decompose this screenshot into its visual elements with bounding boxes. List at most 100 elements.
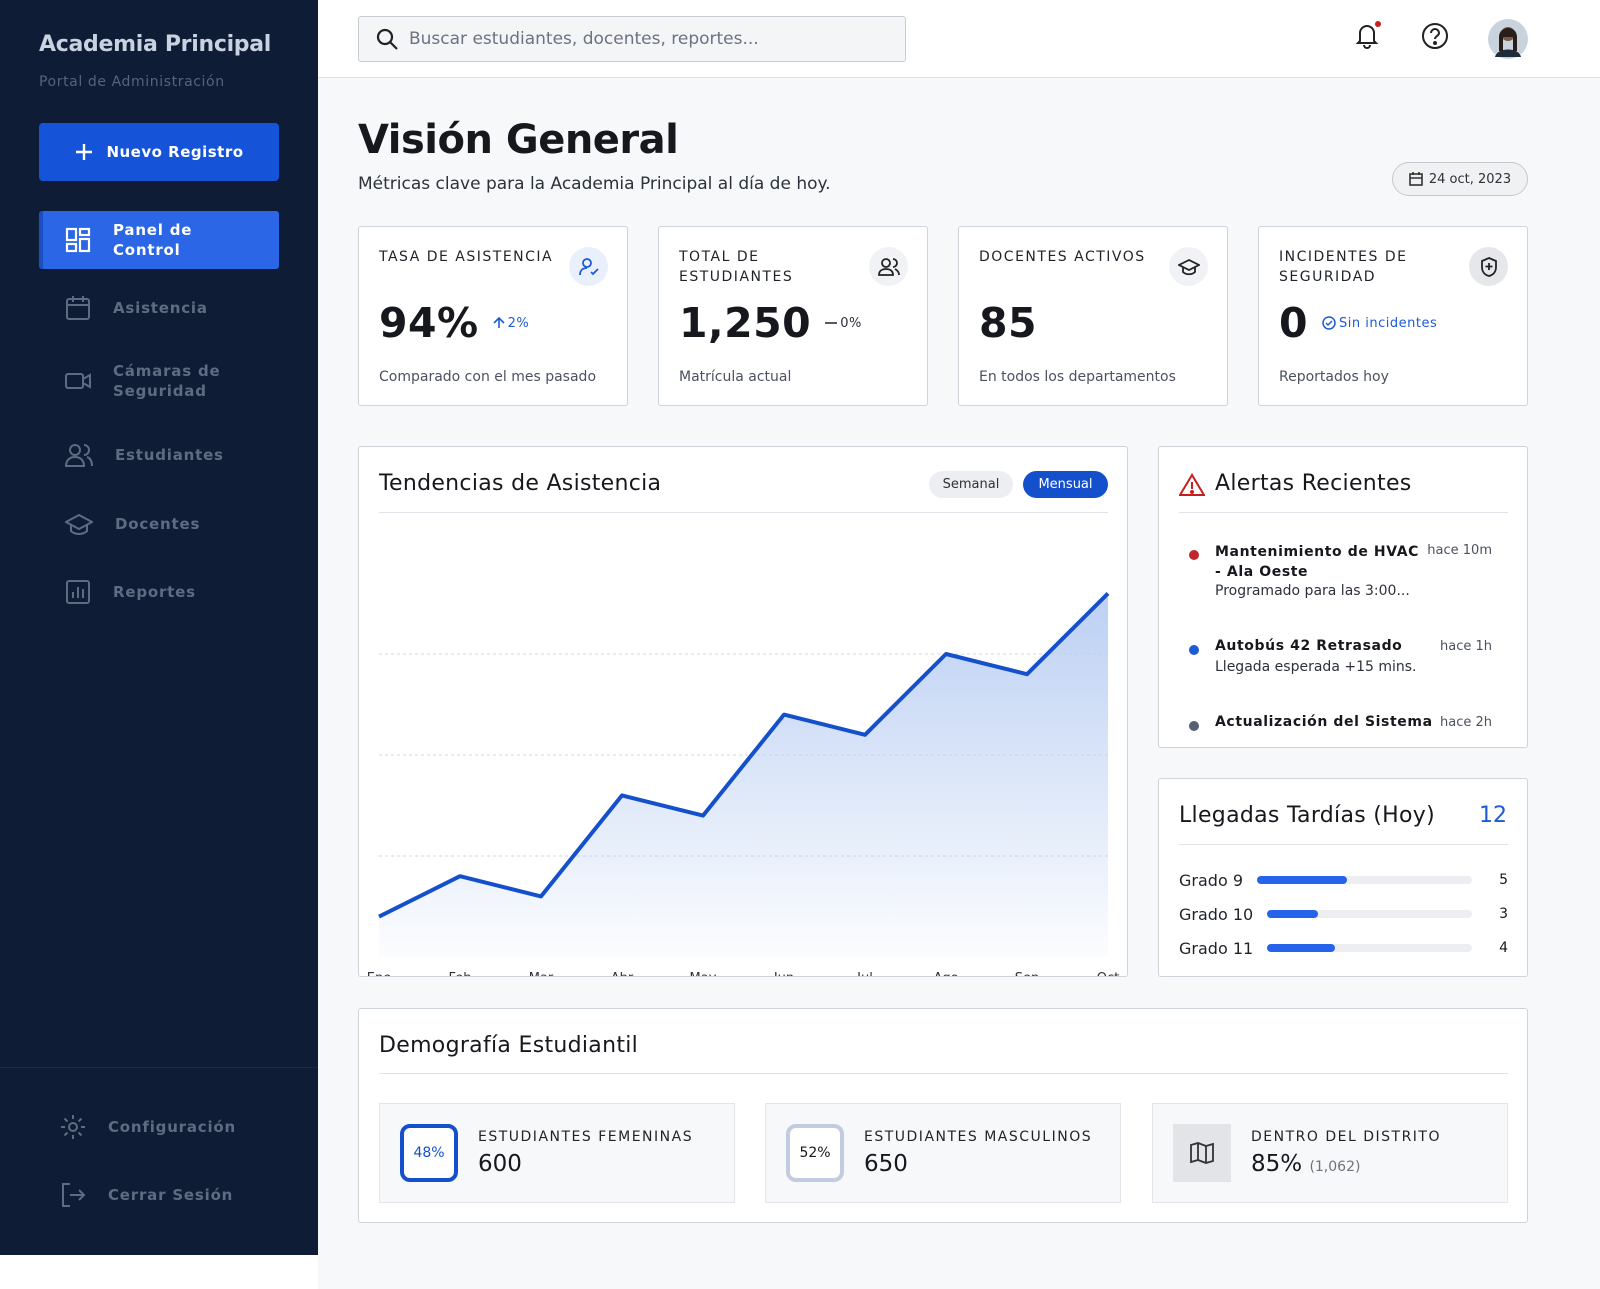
kpi-value-row: 1,250 0% bbox=[679, 299, 862, 347]
divider bbox=[0, 1067, 318, 1068]
search-icon bbox=[376, 28, 398, 50]
chart-title: Llegadas Tardías (Hoy) bbox=[1179, 803, 1435, 828]
x-tick-label: Ago bbox=[933, 971, 958, 976]
demo-text: ESTUDIANTES FEMENINAS 600 bbox=[478, 1129, 693, 1177]
kpi-icon bbox=[869, 247, 908, 286]
alert-title: Autobús 42 Retrasado bbox=[1215, 638, 1403, 654]
demo-label: ESTUDIANTES FEMENINAS bbox=[478, 1129, 694, 1145]
bar-row: Grado 9 5 bbox=[1179, 863, 1508, 897]
kpi-card: DOCENTES ACTIVOS 85 En todos los departa… bbox=[958, 226, 1228, 406]
icon bbox=[1177, 258, 1200, 275]
x-tick-label: Ene bbox=[367, 971, 391, 976]
x-tick-label: Sep bbox=[1015, 971, 1040, 976]
kpi-value-row: 94% 2% bbox=[379, 299, 529, 347]
kpi-card: TASA DE ASISTENCIA 94% 2% Comparado con e… bbox=[358, 226, 628, 406]
kpi-value-row: 0 Sin incidentes bbox=[1279, 299, 1437, 347]
demo-item: 48% ESTUDIANTES FEMENINAS 600 bbox=[379, 1103, 735, 1203]
alert-title: Mantenimiento de HVAC - Ala Oeste bbox=[1215, 544, 1420, 580]
demo-value-row: 85% (1,062) bbox=[1251, 1151, 1441, 1177]
nav-item[interactable]: Cámaras de Seguridad bbox=[39, 352, 279, 410]
value-label: 3 bbox=[1499, 906, 1508, 922]
alert-title: Actualización del Sistema bbox=[1215, 714, 1433, 730]
alert-desc: Llegada esperada +15 mins. bbox=[1215, 659, 1417, 675]
kpi-delta-text: 2% bbox=[507, 315, 530, 331]
x-tick-label: May bbox=[690, 971, 717, 976]
divider bbox=[379, 1073, 1508, 1074]
alerts-card: Alertas Recientes Mantenimiento de HVAC … bbox=[1158, 446, 1528, 748]
nav-item[interactable]: Asistencia bbox=[39, 279, 279, 337]
x-tick-label: Abr bbox=[611, 971, 634, 976]
kpi-note: Reportados hoy bbox=[1279, 369, 1389, 385]
top-bar: Buscar estudiantes, docentes, reportes..… bbox=[318, 0, 1600, 78]
bar-track bbox=[1267, 944, 1472, 952]
x-tick-label: Mar bbox=[529, 971, 554, 976]
line bbox=[378, 591, 1110, 919]
kpi-value: 0 bbox=[1279, 299, 1309, 347]
demo-item: DENTRO DEL DISTRITO 85% (1,062) bbox=[1152, 1103, 1508, 1203]
kpi-value: 94% bbox=[379, 299, 479, 347]
page-subtitle: Métricas clave para la Academia Principa… bbox=[358, 174, 831, 194]
nav-label: Reportes bbox=[113, 583, 196, 601]
date-pill[interactable]: 24 oct, 2023 bbox=[1392, 162, 1528, 196]
nav-label: Asistencia bbox=[113, 299, 208, 317]
nav-icon bbox=[65, 444, 93, 467]
main: Buscar estudiantes, docentes, reportes..… bbox=[318, 0, 1600, 1289]
late-bars: Grado 9 5 Grado 10 3 Grado 11 4 bbox=[1179, 863, 1508, 965]
x-tick-label: Feb bbox=[448, 971, 471, 976]
kpi-icon bbox=[1469, 247, 1508, 286]
divider bbox=[379, 512, 1108, 513]
avatar[interactable] bbox=[1488, 19, 1528, 59]
kpi-label: INCIDENTES DE SEGURIDAD bbox=[1279, 249, 1408, 285]
arrow-up bbox=[493, 317, 505, 328]
demo-item: 52% ESTUDIANTES MASCULINOS 650 bbox=[765, 1103, 1121, 1203]
search-box[interactable]: Buscar estudiantes, docentes, reportes..… bbox=[358, 16, 906, 62]
new-button[interactable]: Nuevo Registro bbox=[39, 123, 279, 181]
kpi-delta: Sin incidentes bbox=[1322, 316, 1437, 331]
nav-item[interactable]: Configuración bbox=[34, 1098, 274, 1156]
bar-track bbox=[1267, 910, 1472, 918]
nav-icon bbox=[66, 580, 90, 604]
check-icon bbox=[1322, 316, 1336, 330]
category-label: Grado 10 bbox=[1179, 904, 1254, 924]
nav-label: Cerrar Sesión bbox=[108, 1186, 234, 1204]
nav-icon bbox=[62, 1183, 86, 1207]
dash bbox=[825, 322, 838, 324]
late-total: 12 bbox=[1479, 803, 1507, 828]
help-icon[interactable] bbox=[1421, 22, 1449, 50]
kpi-note: En todos los departamentos bbox=[979, 369, 1176, 385]
nav-item[interactable]: Cerrar Sesión bbox=[34, 1166, 274, 1224]
kpi-icon bbox=[1169, 247, 1208, 286]
toggle-button[interactable]: Semanal bbox=[929, 471, 1013, 498]
demographics-card: Demografía Estudiantil 48% ESTUDIANTES F… bbox=[358, 1008, 1528, 1223]
icon bbox=[877, 257, 900, 276]
chart-title: Tendencias de Asistencia bbox=[379, 471, 662, 496]
icon bbox=[578, 257, 599, 275]
toggle-button[interactable]: Mensual bbox=[1023, 471, 1108, 498]
nav-item[interactable]: Estudiantes bbox=[39, 426, 279, 484]
demo-label: ESTUDIANTES MASCULINOS bbox=[864, 1129, 1093, 1145]
nav-item[interactable]: Panel de Control bbox=[39, 211, 279, 269]
kpi-note: Comparado con el mes pasado bbox=[379, 369, 597, 385]
kpi-value: 85 bbox=[979, 299, 1038, 347]
map-icon bbox=[1173, 1124, 1231, 1182]
alert-desc: Programado para las 3:00... bbox=[1215, 583, 1410, 599]
demo-badge: 48% bbox=[400, 1124, 458, 1182]
demo-value: 650 bbox=[864, 1151, 908, 1177]
nav-label: Docentes bbox=[115, 515, 201, 533]
nav-icon bbox=[65, 373, 91, 389]
demo-extra: (1,062) bbox=[1309, 1159, 1361, 1175]
bell-icon[interactable] bbox=[1354, 20, 1384, 50]
kpi-value-row: 85 bbox=[979, 299, 1037, 347]
demo-label: DENTRO DEL DISTRITO bbox=[1251, 1129, 1441, 1145]
nav-item[interactable]: Docentes bbox=[39, 495, 279, 553]
nav-item[interactable]: Reportes bbox=[39, 563, 279, 621]
alert-time: hace 10m bbox=[1427, 543, 1492, 558]
demo-value: 85% bbox=[1251, 1151, 1303, 1177]
alert-time: hace 1h bbox=[1440, 639, 1492, 654]
kpi-icon bbox=[569, 247, 608, 286]
page-title: Visión General bbox=[358, 117, 679, 163]
brand: Academia Principal bbox=[39, 32, 272, 57]
alert-dot bbox=[1189, 721, 1199, 731]
warning-icon bbox=[1179, 473, 1205, 496]
